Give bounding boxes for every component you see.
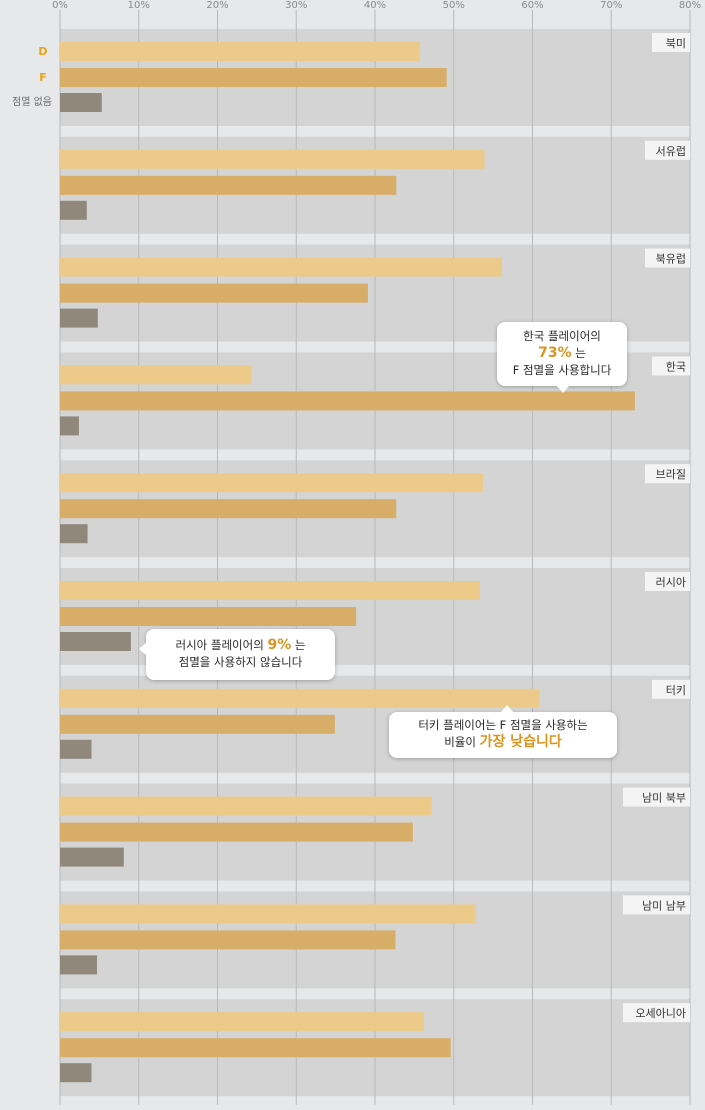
x-axis-ticks: 0% 10% 20% 30% 40% 50% 60% 70% 80% [52,0,701,11]
callout-korea-suffix: 는 [575,346,586,360]
bar-f [60,283,368,303]
bar-d [60,581,480,600]
region-tag: 브라질 [645,464,690,484]
region-tag: 북유럽 [645,248,690,268]
callout-turkey-line2: 비율이 가장 낮습니다 [401,734,605,751]
bar-f [60,68,447,87]
callout-russia: 러시아 플레이어의 9% 는 점멸을 사용하지 않습니다 [139,629,335,680]
region-label-bg [645,248,690,268]
region-tag: 서유럽 [645,140,690,160]
bar-f [60,1038,451,1058]
legend-f-label: F [39,71,47,84]
bar-none [60,1063,92,1083]
region-tag: 북미 [652,33,690,52]
legend-none-label: 점멸 없음 [12,95,52,108]
bar-none [60,739,92,759]
region-label: 남미 북부 [642,792,686,805]
x-tick-label: 20% [206,0,228,11]
bar-f [60,175,397,195]
callout-korea-value: 73% [538,345,572,361]
callout-korea-line3: F 점멸을 사용합니다 [512,363,612,377]
region-label: 터키 [666,684,686,697]
bar-f [60,607,357,626]
callout-turkey-prefix: 비율이 [444,735,476,749]
callout-turkey: 터키 플레이어는 F 점멸을 사용하는 비율이 가장 낮습니다 [389,705,617,758]
callout-turkey-line1: 터키 플레이어는 F 점멸을 사용하는 [418,718,588,732]
bars [60,42,635,1083]
bar-f [60,930,396,950]
region-tag: 남미 남부 [623,895,690,915]
bar-none [60,955,98,975]
bar-none [60,93,102,112]
bar-none [60,632,131,651]
region-tag: 러시아 [645,572,690,591]
x-tick-label: 30% [285,0,307,11]
x-tick-label: 80% [679,0,701,11]
callout-korea: 한국 플레이어의 73% 는 F 점멸을 사용합니다 [497,322,627,393]
region-label-bg [623,787,690,807]
region-label: 러시아 [656,576,686,589]
region-label-bg [623,895,690,915]
x-tick-label: 60% [521,0,543,11]
x-tick-label: 70% [600,0,622,11]
region-tag: 남미 북부 [623,787,690,807]
bar-none [60,524,88,544]
callout-turkey-value: 가장 낮습니다 [479,734,562,750]
bar-none [60,200,87,220]
bar-d [60,1012,424,1032]
region-label: 오세아니아 [635,1007,686,1020]
region-label-bg [623,1003,690,1023]
legend: D F 점멸 없음 [12,45,52,108]
bar-d [60,904,476,924]
bar-none [60,416,79,436]
bar-d [60,688,540,708]
bar-d [60,796,432,816]
region-label-bg [645,464,690,484]
callout-russia-line2: 점멸을 사용하지 않습니다 [178,655,303,669]
bar-none [60,847,124,867]
callout-russia-suffix: 는 [294,638,306,652]
callout-korea-line1: 한국 플레이어의 [523,329,601,343]
x-tick-label: 40% [364,0,386,11]
region-label-bg [652,356,690,376]
x-tick-label: 50% [443,0,465,11]
region-label: 남미 남부 [642,899,686,912]
callout-russia-prefix: 러시아 플레이어의 [175,638,264,652]
region-label: 브라질 [656,468,686,481]
bar-f [60,391,635,411]
bar-d [60,149,485,169]
callout-russia-line1: 러시아 플레이어의 9% 는 [158,637,323,654]
region-label: 서유럽 [656,144,686,158]
region-tag: 오세아니아 [623,1003,690,1023]
region-label: 북유럽 [656,252,686,266]
region-label: 한국 [666,360,686,373]
callout-korea-line2: 73% 는 [509,345,615,362]
bar-d [60,365,252,385]
bar-f [60,714,335,734]
callout-russia-value: 9% [267,637,292,653]
region-label-bg [652,679,690,699]
region-label-bg [652,33,690,52]
bar-f [60,822,413,842]
region-tag: 한국 [652,356,690,376]
x-tick-label: 0% [52,0,68,11]
region-label: 북미 [666,37,686,50]
bar-f [60,499,397,519]
bar-d [60,42,420,61]
legend-d-label: D [38,45,47,58]
region-tag: 터키 [652,679,690,699]
bar-d [60,257,502,277]
x-tick-label: 10% [128,0,150,11]
region-label-bg [645,572,690,591]
bar-none [60,308,98,328]
region-label-bg [645,140,690,160]
bar-d [60,473,483,493]
